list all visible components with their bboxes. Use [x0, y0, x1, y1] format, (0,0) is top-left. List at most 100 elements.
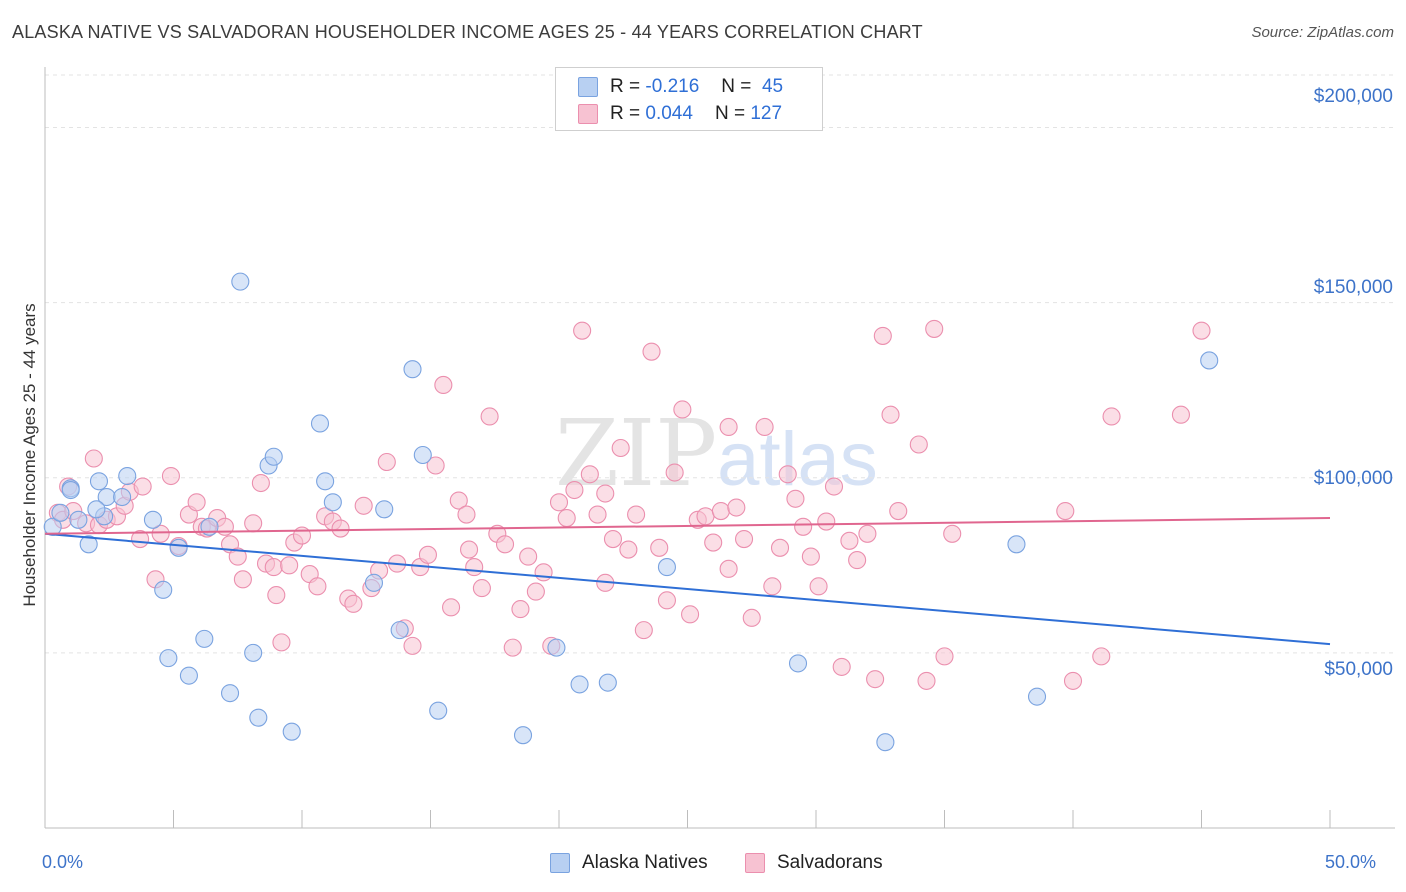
point-salvadoran [917, 671, 936, 690]
y-tick-label-150000: $150,000 [1313, 277, 1393, 298]
point-salvadoran [354, 496, 373, 515]
n-label: N = [721, 76, 752, 97]
point-salvadoran [673, 400, 692, 419]
point-salvadoran [215, 517, 234, 536]
point-salvadoran [603, 530, 623, 549]
point-salvadoran [848, 551, 867, 570]
point-salvadoran [331, 519, 350, 538]
point-salvadoran [151, 524, 170, 543]
point-salvadoran [794, 517, 813, 536]
point-salvadoran [557, 508, 576, 528]
y-tick-label-50000: $50,000 [1324, 659, 1393, 680]
point-alaska [657, 558, 676, 577]
point-salvadoran [840, 531, 859, 550]
point-salvadoran [434, 375, 453, 395]
point-alaska [169, 538, 188, 557]
point-salvadoran [657, 591, 676, 610]
point-alaska [195, 629, 214, 648]
r-value: 0.044 [645, 103, 693, 124]
point-alaska [1027, 687, 1047, 706]
point-salvadoran [873, 326, 892, 345]
point-salvadoran [442, 598, 461, 617]
point-alaska [89, 472, 109, 491]
point-salvadoran [817, 512, 836, 531]
point-salvadoran [719, 559, 738, 578]
point-alaska [547, 638, 566, 657]
point-alaska [264, 447, 283, 466]
legend-item-alaska-natives[interactable]: Alaska Natives [550, 852, 708, 874]
point-alaska [429, 701, 448, 720]
point-salvadoran [233, 570, 252, 589]
point-salvadoran [511, 600, 530, 619]
trend-line-salvadoran [44, 517, 1331, 535]
point-salvadoran [711, 501, 730, 521]
legend-item-salvadorans[interactable]: Salvadorans [745, 852, 883, 874]
point-salvadoran [832, 657, 851, 676]
legend-row-salvadoran: R = 0.044 N = 127 [578, 102, 782, 126]
point-salvadoran [642, 342, 661, 361]
point-alaska [390, 621, 409, 640]
point-salvadoran [580, 465, 599, 484]
point-salvadoran [596, 484, 615, 503]
point-salvadoran [526, 582, 545, 601]
point-alaska [87, 500, 106, 519]
point-salvadoran [786, 489, 805, 508]
point-salvadoran [889, 501, 908, 521]
point-salvadoran [727, 498, 746, 517]
point-salvadoran [925, 319, 944, 338]
point-alaska [154, 580, 173, 599]
legend-swatch-pink [578, 104, 598, 124]
point-salvadoran [272, 633, 291, 652]
point-salvadoran [1102, 407, 1121, 426]
point-salvadoran [280, 556, 299, 575]
chart-title: ALASKA NATIVE VS SALVADORAN HOUSEHOLDER … [12, 22, 923, 42]
point-salvadoran [665, 463, 684, 482]
point-salvadoran [619, 540, 638, 559]
point-alaska [249, 708, 268, 727]
point-alaska [570, 675, 589, 694]
point-salvadoran [418, 545, 437, 564]
point-salvadoran [472, 579, 491, 598]
point-salvadoran [742, 608, 761, 627]
point-alaska [113, 487, 132, 507]
point-salvadoran [133, 477, 152, 496]
legend-swatch-pink [745, 853, 765, 873]
point-salvadoran [459, 540, 479, 559]
r-value: -0.216 [645, 76, 700, 97]
point-salvadoran [704, 533, 723, 552]
trend-line-alaska [44, 532, 1331, 646]
point-salvadoran [1171, 405, 1190, 424]
point-salvadoran [84, 449, 103, 468]
legend-swatch-blue [578, 77, 598, 97]
point-alaska [79, 535, 98, 554]
point-salvadoran [809, 577, 828, 596]
point-alaska [788, 654, 808, 673]
y-tick-label-200000: $200,000 [1313, 86, 1393, 107]
point-salvadoran [251, 473, 270, 493]
watermark-sub: atlas [717, 417, 878, 502]
point-salvadoran [881, 405, 900, 424]
n-value: 127 [750, 103, 783, 124]
point-alaska [513, 726, 533, 745]
point-alaska [118, 466, 137, 486]
source-label: Source: ZipAtlas.com [1251, 24, 1394, 41]
point-salvadoran [1056, 501, 1075, 521]
point-salvadoran [565, 480, 584, 500]
point-alaska [316, 472, 335, 491]
legend-row-alaska: R = -0.216 N = 45 [578, 75, 783, 99]
point-salvadoran [457, 505, 476, 524]
point-salvadoran [449, 491, 468, 510]
legend-label: Alaska Natives [582, 852, 708, 873]
point-salvadoran [480, 407, 499, 426]
x-tick-label-min: 0.0% [42, 852, 84, 872]
point-salvadoran [770, 538, 790, 557]
point-alaska [220, 684, 240, 703]
point-salvadoran [244, 514, 263, 533]
point-alaska [364, 573, 384, 592]
point-salvadoran [935, 647, 954, 666]
point-salvadoran [763, 577, 782, 596]
point-salvadoran [426, 456, 445, 475]
y-tick-label-100000: $100,000 [1313, 468, 1393, 489]
point-alaska [1007, 535, 1026, 554]
